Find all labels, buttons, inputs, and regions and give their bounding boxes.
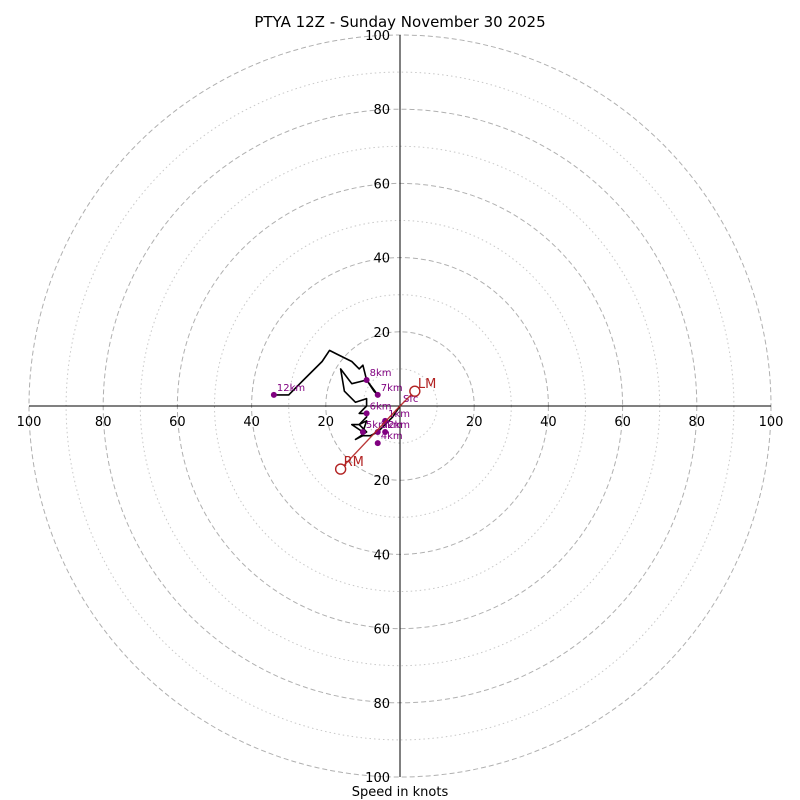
- x-tick-left-100: 100: [17, 415, 42, 430]
- height-label-5km: 5km: [366, 420, 388, 431]
- height-label-sfc: Sfc: [403, 394, 418, 405]
- x-axis-label: Speed in knots: [352, 785, 449, 800]
- height-label-3km: 3km: [381, 420, 403, 431]
- height-label-2km: 2km: [388, 420, 410, 431]
- x-tick-right-20: 20: [466, 415, 483, 430]
- chart-title: PTYA 12Z - Sunday November 30 2025: [254, 13, 545, 31]
- storm-motion-label-lm: LM: [418, 377, 436, 392]
- y-tick-bottom-60: 60: [373, 623, 390, 638]
- x-tick-left-60: 60: [169, 415, 186, 430]
- height-marker-7km: [374, 391, 381, 398]
- y-tick-top-20: 20: [373, 326, 390, 341]
- height-label-4km: 4km: [381, 431, 403, 442]
- height-label-8km: 8km: [370, 368, 392, 379]
- height-marker-12km: [270, 391, 277, 398]
- x-tick-left-40: 40: [243, 415, 260, 430]
- height-marker-5km: [359, 428, 366, 435]
- hodograph-trace-line: [273, 349, 401, 441]
- storm-motion-line-rm: [340, 405, 401, 470]
- y-tick-top-40: 40: [373, 252, 390, 267]
- x-tick-right-40: 40: [540, 415, 557, 430]
- storm-motion-markers: LM RM: [334, 377, 436, 475]
- y-tick-top-100: 100: [365, 29, 390, 44]
- height-label-6km: 6km: [370, 401, 392, 412]
- y-tick-bottom-100: 100: [365, 771, 390, 786]
- height-label-7km: 7km: [381, 383, 403, 394]
- y-tick-top-60: 60: [373, 177, 390, 192]
- x-tick-left-20: 20: [318, 415, 335, 430]
- height-marker-2km: [382, 428, 389, 435]
- x-tick-right-100: 100: [759, 415, 784, 430]
- storm-motion-label-rm: RM: [344, 455, 364, 470]
- wind-trace: [273, 349, 401, 441]
- height-label-1km: 1km: [388, 409, 410, 420]
- height-marker-8km: [363, 377, 370, 384]
- storm-motion-marker-rm: [334, 463, 347, 475]
- height-marker-6km: [363, 410, 370, 417]
- x-tick-right-60: 60: [614, 415, 631, 430]
- height-marker-4km: [374, 440, 381, 447]
- y-tick-top-80: 80: [373, 103, 390, 118]
- storm-motion-marker-lm: [409, 385, 421, 397]
- x-tick-right-80: 80: [689, 415, 706, 430]
- x-tick-left-80: 80: [95, 415, 112, 430]
- y-tick-bottom-20: 20: [373, 474, 390, 489]
- tick-labels: 100 80 60 40 20 20 40 60 80 100 100 80 60 40 20 20 40 60 8…: [17, 29, 784, 786]
- y-tick-bottom-80: 80: [373, 697, 390, 712]
- height-label-12km: 12km: [277, 383, 305, 394]
- y-tick-bottom-40: 40: [373, 548, 390, 563]
